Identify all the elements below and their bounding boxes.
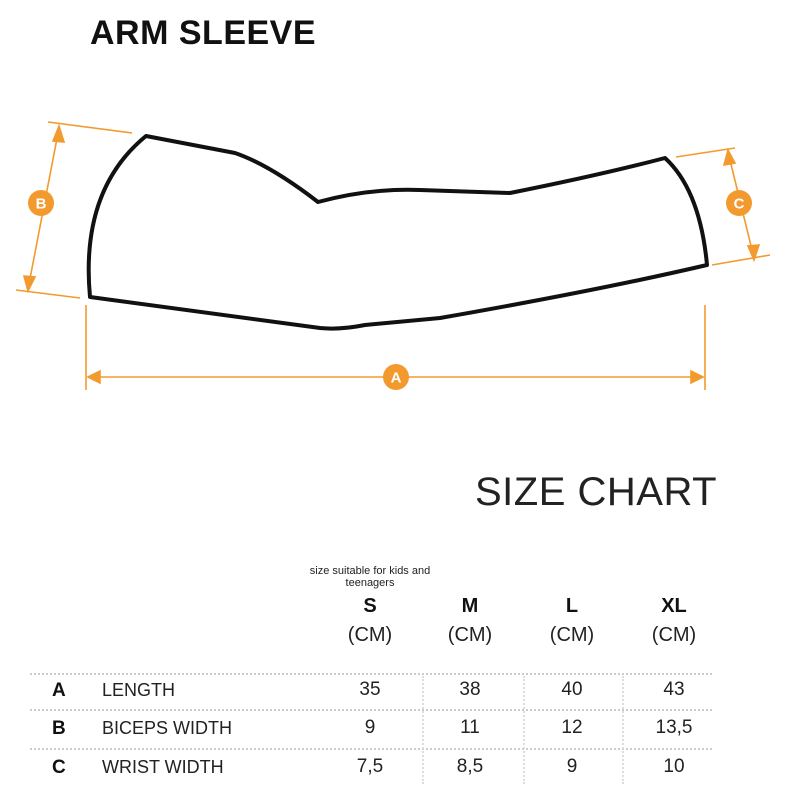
cell-s: 7,5 [356,756,384,777]
cell-xl: 10 [663,756,685,777]
row-divider [30,673,712,675]
row-divider [30,709,712,711]
product-title: ARM SLEEVE [90,14,317,52]
size-label: M [461,595,479,617]
cell-l: 40 [561,679,583,700]
b-arrow-top [51,123,66,143]
badge-b: B [28,190,54,216]
column-divider [622,676,624,784]
c-arrow-bottom [746,244,761,263]
a-arrow-left [86,369,101,385]
size-chart-title: SIZE CHART [475,470,718,514]
c-bottom-extension-line [711,254,771,266]
c-arrow-top [722,147,737,167]
row-label: WRIST WIDTH [102,757,224,777]
badge-b-label: B [36,196,47,213]
a-arrow-right [690,369,705,385]
badge-a: A [383,364,409,390]
unit-label: (CM) [549,624,595,646]
size-label: S [363,595,377,617]
column-header-l: L (CM) [522,595,622,647]
row-label: BICEPS WIDTH [102,718,233,738]
unit-label: (CM) [651,624,697,646]
column-divider [422,676,424,784]
unit-label: (CM) [347,624,393,646]
unit-label: (CM) [447,624,493,646]
cell-m: 11 [460,717,480,738]
badge-c-label: C [734,196,745,213]
badge-a-label: A [391,370,402,387]
row-divider [30,748,712,750]
cell-m: 38 [459,679,481,700]
cell-xl: 43 [663,679,685,700]
sleeve-diagram: B C A [15,121,771,390]
b-arrow-bottom [22,275,37,294]
column-header-xl: XL (CM) [624,595,724,647]
column-header-m: M (CM) [420,595,520,647]
c-top-extension-line [675,147,736,158]
cell-s: 35 [359,679,381,700]
b-top-extension-line [47,121,133,134]
cell-l: 12 [561,717,583,738]
size-label: XL [661,595,687,617]
row-letter: C [52,757,66,778]
row-letter: B [52,718,66,739]
column-divider [523,676,525,784]
sleeve-outline [86,134,709,331]
cell-m: 8,5 [456,756,484,777]
row-label: LENGTH [102,680,176,700]
row-letter: A [52,680,66,701]
cell-s: 9 [364,717,376,738]
cell-l: 9 [566,756,578,777]
kids-size-note: size suitable for kids and teenagers [309,565,431,589]
b-bottom-extension-line [15,289,81,299]
size-label: L [565,595,579,617]
cell-xl: 13,5 [655,717,693,738]
column-header-s: S (CM) [320,595,420,647]
badge-c: C [726,190,752,216]
